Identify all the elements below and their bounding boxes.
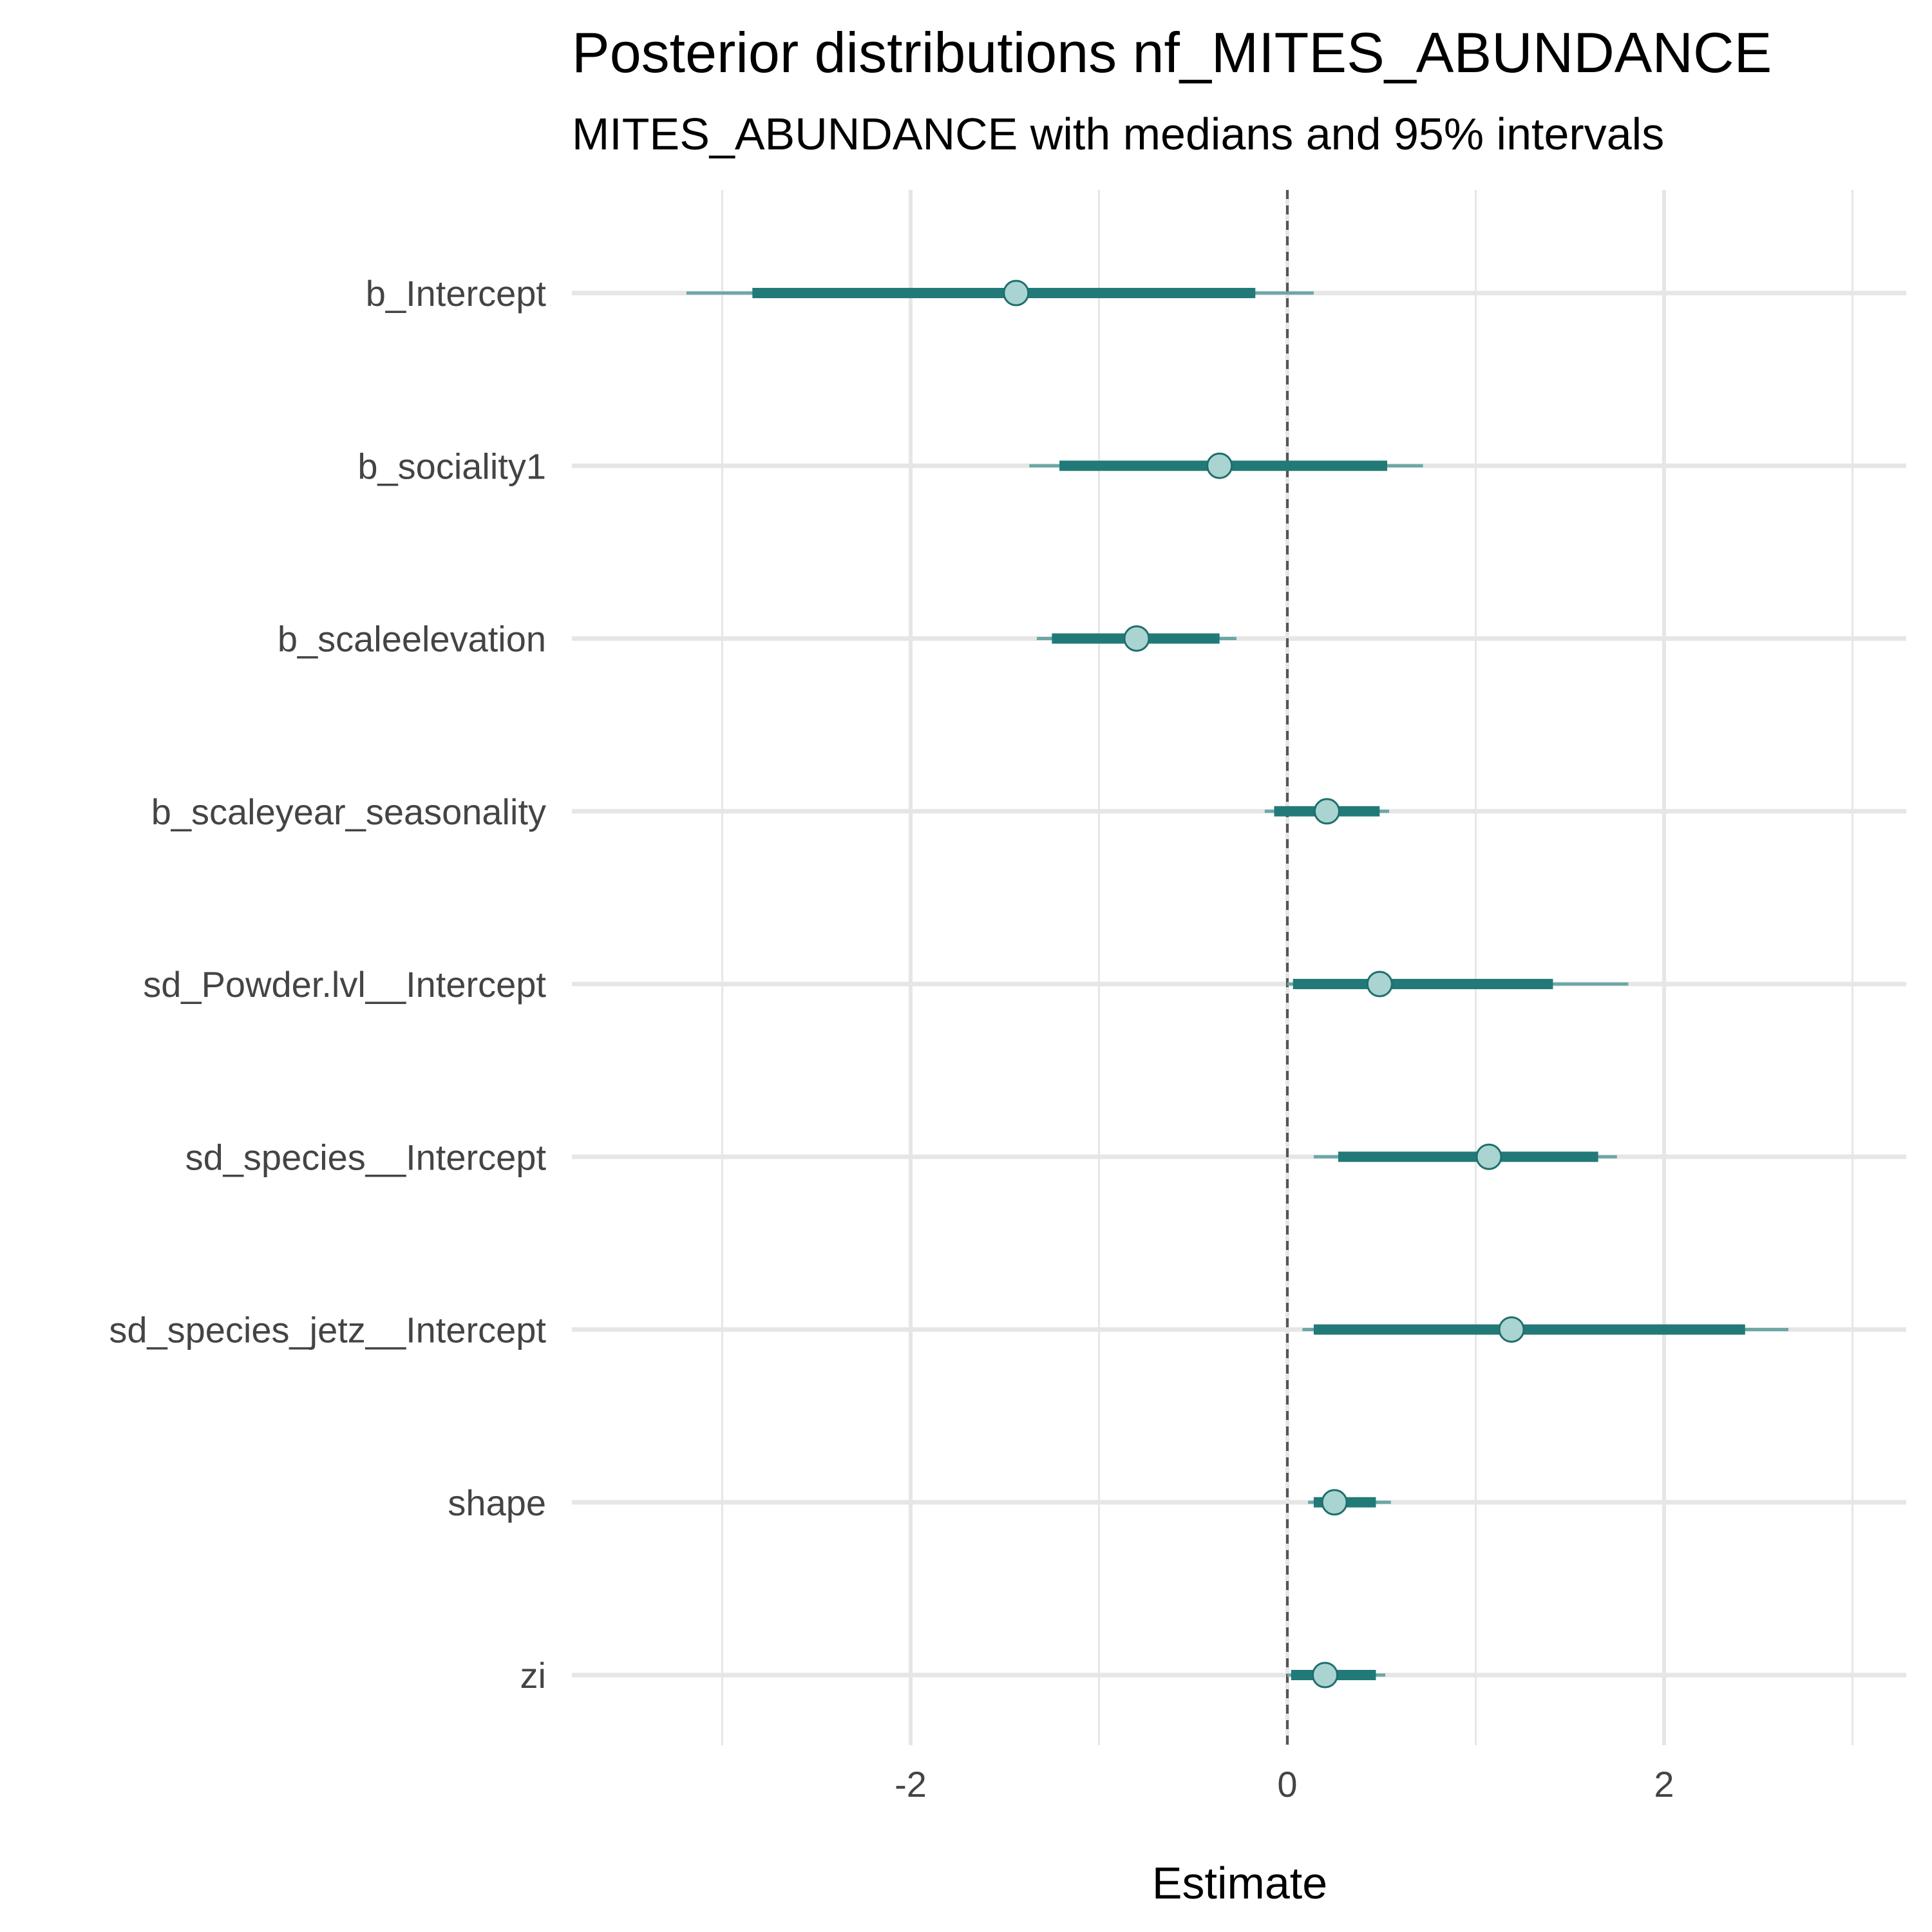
median-point: [1475, 1143, 1502, 1170]
y-tick-label: shape: [448, 1482, 546, 1523]
x-tick-label: 0: [1277, 1764, 1297, 1804]
y-tick-label: b_Intercept: [366, 273, 547, 314]
y-tick-label: b_sociality1: [357, 446, 546, 486]
median-point: [1321, 1489, 1348, 1516]
interval-marks: [686, 279, 1789, 1689]
y-tick-label: sd_species_jetz__Intercept: [109, 1310, 546, 1350]
gridlines: [572, 190, 1906, 1745]
chart-title: Posterior distributions nf_MITES_ABUNDAN…: [572, 21, 1772, 84]
median-point: [1498, 1316, 1525, 1343]
median-point: [1206, 452, 1233, 479]
x-axis-tick-labels: -2 0 2: [895, 1764, 1674, 1804]
y-tick-label: zi: [520, 1655, 546, 1696]
median-point: [1003, 279, 1030, 307]
y-axis-tick-labels: b_Intercept b_sociality1 b_scaleelevationb…: [109, 273, 546, 1696]
y-tick-label: b_scaleyear_seasonality: [151, 791, 546, 832]
median-point: [1312, 1662, 1338, 1689]
x-tick-label: 2: [1654, 1764, 1674, 1804]
median-point: [1313, 798, 1340, 825]
x-axis-title: Estimate: [1152, 1858, 1327, 1908]
y-tick-label: b_scaleelevation: [278, 619, 546, 659]
x-tick-label: -2: [895, 1764, 927, 1804]
y-tick-label: sd_species__Intercept: [185, 1137, 547, 1177]
median-point: [1366, 971, 1393, 998]
y-tick-label: sd_Powder.lvl__Intercept: [143, 964, 546, 1005]
chart-subtitle: MITES_ABUNDANCE with medians and 95% int…: [572, 109, 1664, 159]
median-point: [1123, 625, 1150, 652]
